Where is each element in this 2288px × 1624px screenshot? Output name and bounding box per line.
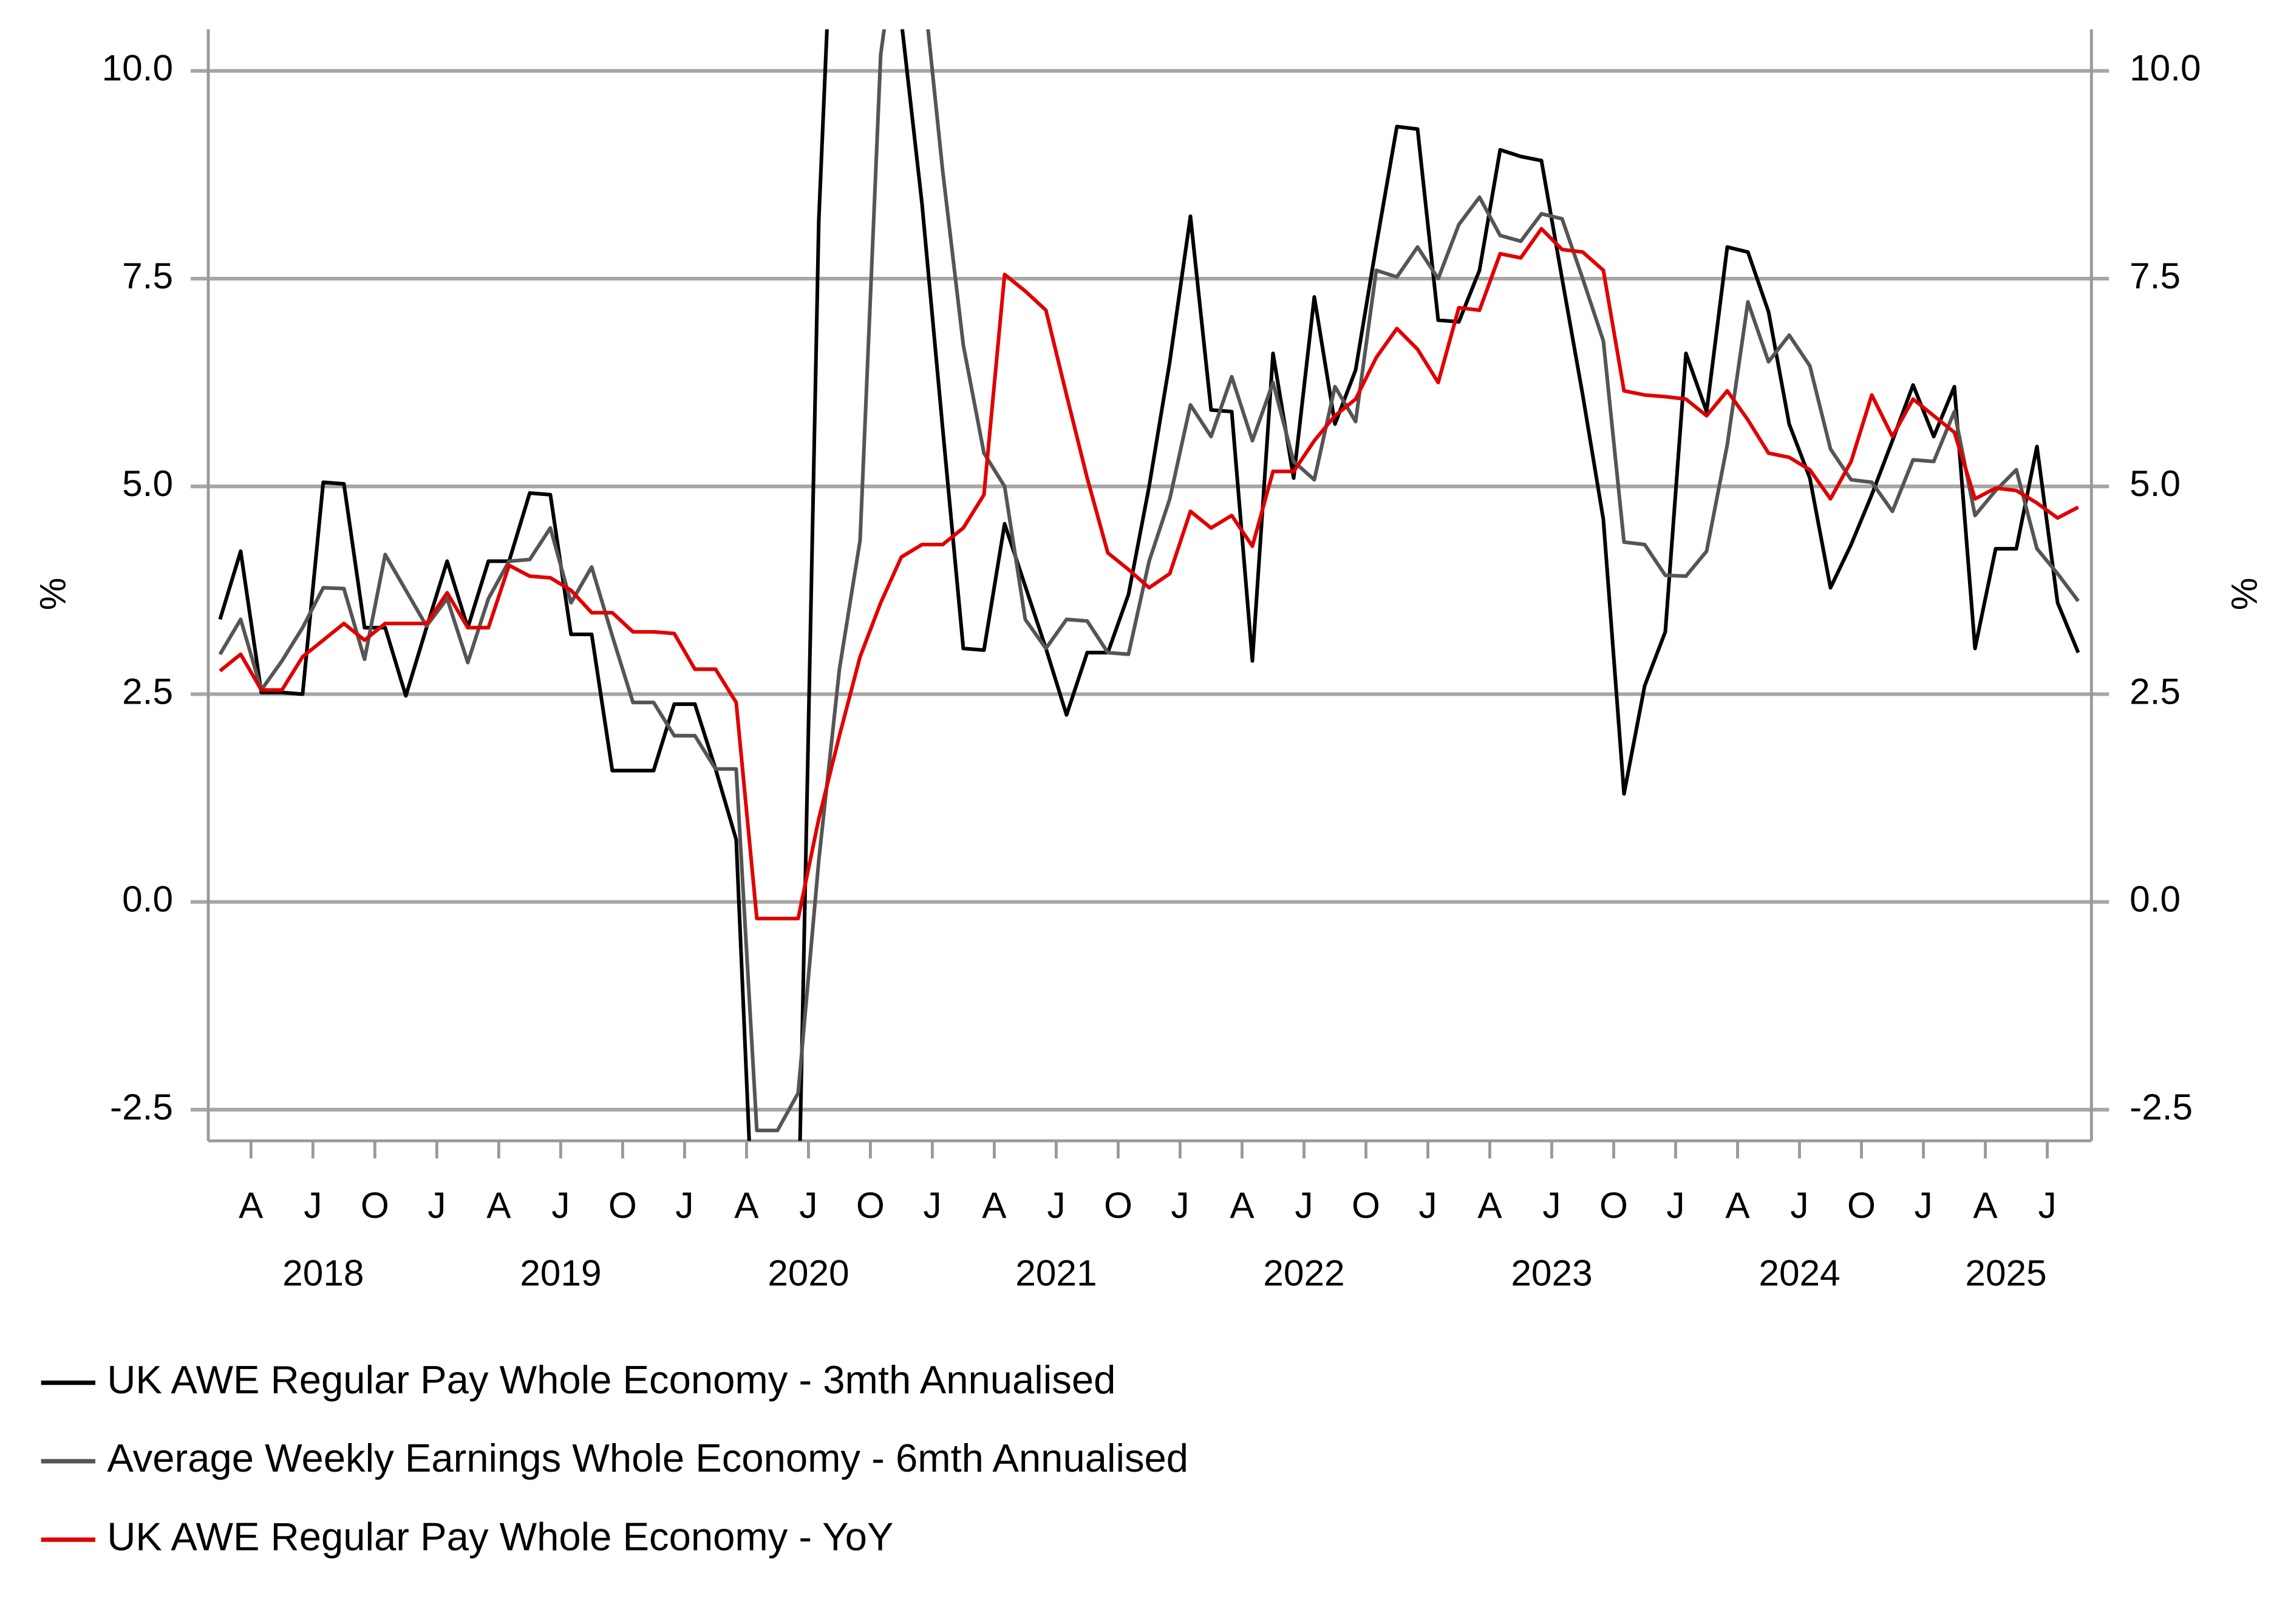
y2-tick-label: 2.5 [2130, 670, 2181, 712]
legend-label: Average Weekly Earnings Whole Economy - … [107, 1436, 1188, 1480]
y2-tick-label: 10.0 [2130, 47, 2201, 89]
y-tick-label: 2.5 [122, 670, 173, 712]
y2-tick-label: 0.0 [2130, 878, 2181, 920]
x-tick-label: J [1666, 1184, 1684, 1226]
x-tick-label: J [675, 1184, 693, 1226]
year-label: 2023 [1511, 1252, 1592, 1293]
x-tick-label: J [1171, 1184, 1189, 1226]
series-line [218, 29, 2080, 1133]
x-tick-label: J [1542, 1184, 1561, 1226]
year-label: 2022 [1263, 1252, 1344, 1293]
x-tick-label: A [1973, 1184, 1998, 1226]
x-tick-label: J [551, 1184, 570, 1226]
y-tick-label: -2.5 [110, 1086, 173, 1127]
y-tick-label: 5.0 [122, 463, 173, 504]
y-axis-label: % [32, 577, 73, 610]
plot-area [218, 29, 2080, 1141]
x-tick-label: O [856, 1184, 885, 1226]
x-tick-label: J [1790, 1184, 1808, 1226]
x-tick-label: A [1477, 1184, 1502, 1226]
x-tick-label: J [1047, 1184, 1065, 1226]
x-tick-label: A [239, 1184, 264, 1226]
year-label: 2020 [768, 1252, 849, 1293]
year-label: 2024 [1759, 1252, 1840, 1293]
legend-label: UK AWE Regular Pay Whole Economy - YoY [107, 1514, 893, 1558]
x-tick-label: O [1104, 1184, 1132, 1226]
year-label: 2021 [1015, 1252, 1097, 1293]
y2-axis-label: % [2223, 577, 2264, 610]
x-tick-label: A [486, 1184, 511, 1226]
series-line [218, 29, 2080, 1141]
x-tick-label: J [799, 1184, 817, 1226]
x-tick-label: A [1230, 1184, 1255, 1226]
x-tick-label: O [1352, 1184, 1380, 1226]
x-tick-label: A [734, 1184, 759, 1226]
y2-tick-label: 5.0 [2130, 463, 2181, 504]
x-tick-label: J [427, 1184, 446, 1226]
y-tick-label: 0.0 [122, 878, 173, 920]
x-tick-label: J [1418, 1184, 1437, 1226]
x-tick-label: O [361, 1184, 389, 1226]
x-tick-label: O [608, 1184, 637, 1226]
y2-tick-label: 7.5 [2130, 255, 2181, 296]
year-label: 2019 [520, 1252, 601, 1293]
x-tick-label: J [1914, 1184, 1932, 1226]
x-tick-label: J [2038, 1184, 2056, 1226]
legend-label: UK AWE Regular Pay Whole Economy - 3mth … [107, 1357, 1115, 1402]
x-tick-label: J [304, 1184, 322, 1226]
x-tick-label: O [1847, 1184, 1876, 1226]
y2-tick-label: -2.5 [2130, 1086, 2193, 1127]
x-tick-label: J [923, 1184, 941, 1226]
x-tick-label: A [982, 1184, 1007, 1226]
series-line [219, 226, 2079, 920]
y-tick-label: 10.0 [102, 47, 174, 89]
x-tick-label: J [1295, 1184, 1313, 1226]
y-tick-label: 7.5 [122, 255, 173, 296]
year-label: 2018 [282, 1252, 364, 1293]
year-label: 2025 [1965, 1252, 2046, 1293]
x-tick-label: A [1725, 1184, 1750, 1226]
x-tick-label: O [1599, 1184, 1628, 1226]
